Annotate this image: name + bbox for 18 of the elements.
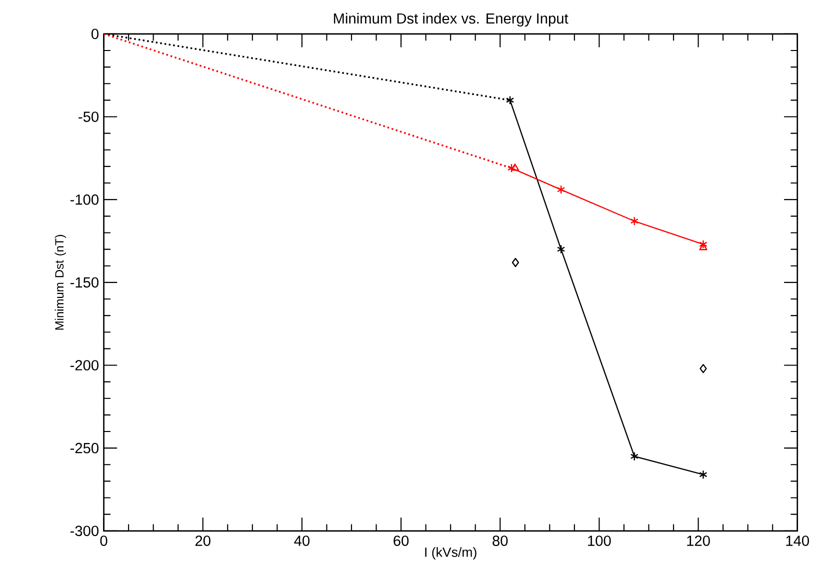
- x-axis-title: I (kVs/m): [425, 547, 476, 560]
- x-tick-label: 120: [687, 536, 710, 546]
- x-tick-label: 100: [588, 536, 611, 546]
- x-tick-label: 60: [394, 536, 409, 546]
- x-tick-label: 0: [100, 536, 108, 546]
- x-tick-label: 20: [195, 536, 210, 546]
- y-tick-label: -300: [70, 526, 98, 536]
- y-tick-label: -250: [70, 443, 98, 454]
- y-tick-label: -100: [70, 194, 98, 205]
- y-tick-label: -150: [70, 277, 98, 288]
- x-tick-label: 80: [492, 536, 508, 546]
- y-axis-title: Minimum Dst (nT): [54, 235, 66, 330]
- y-tick-label: -200: [70, 360, 98, 371]
- x-tick-label: 40: [294, 536, 310, 546]
- y-tick-label: -50: [78, 112, 98, 122]
- x-tick-label: 140: [786, 536, 809, 546]
- y-tick-label: 0: [92, 28, 98, 40]
- chart-title: Minimum Dst index vs. Energy Input: [334, 13, 568, 27]
